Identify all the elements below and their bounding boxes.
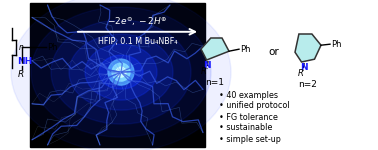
Text: NH: NH xyxy=(17,57,32,66)
Text: • unified protocol: • unified protocol xyxy=(219,102,290,111)
Text: Ph: Ph xyxy=(240,45,251,54)
Bar xyxy=(30,3,205,147)
Text: or: or xyxy=(269,47,279,57)
Text: • simple set-up: • simple set-up xyxy=(219,135,281,144)
Text: R: R xyxy=(298,69,304,78)
Text: R: R xyxy=(18,70,24,79)
Text: HFIP, 0.1 M Bu₄NBF₄: HFIP, 0.1 M Bu₄NBF₄ xyxy=(98,37,177,46)
Ellipse shape xyxy=(69,34,173,110)
Circle shape xyxy=(116,67,126,77)
Text: N: N xyxy=(300,63,308,72)
Ellipse shape xyxy=(51,20,191,124)
Ellipse shape xyxy=(11,0,231,150)
Text: Ph: Ph xyxy=(47,43,57,52)
Text: $-2e^{\ominus}, -2H^{\oplus}$: $-2e^{\ominus}, -2H^{\oplus}$ xyxy=(107,15,168,28)
Text: N: N xyxy=(203,61,211,70)
Text: • 40 examples: • 40 examples xyxy=(219,90,278,99)
Polygon shape xyxy=(295,34,321,62)
Text: • FG tolerance: • FG tolerance xyxy=(219,112,278,122)
Text: n=2: n=2 xyxy=(299,80,318,89)
Circle shape xyxy=(108,59,134,85)
Text: • sustainable: • sustainable xyxy=(219,123,273,132)
Circle shape xyxy=(112,63,130,81)
Text: n=1: n=1 xyxy=(206,78,225,87)
Ellipse shape xyxy=(99,55,143,89)
Ellipse shape xyxy=(85,44,157,100)
Text: R: R xyxy=(201,67,207,76)
Text: Ph: Ph xyxy=(331,40,341,49)
Polygon shape xyxy=(201,38,229,60)
Ellipse shape xyxy=(109,63,133,81)
Ellipse shape xyxy=(31,7,211,137)
Text: n: n xyxy=(19,42,24,51)
